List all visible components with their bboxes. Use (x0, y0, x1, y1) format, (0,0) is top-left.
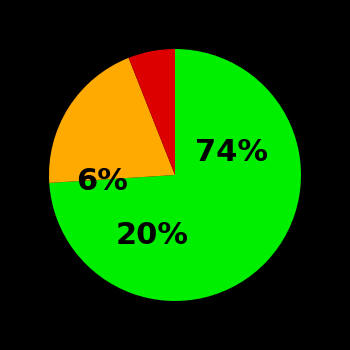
Text: 20%: 20% (116, 221, 189, 250)
Text: 6%: 6% (76, 167, 128, 196)
Wedge shape (49, 49, 301, 301)
Text: 74%: 74% (195, 138, 268, 167)
Wedge shape (128, 49, 175, 175)
Wedge shape (49, 58, 175, 183)
